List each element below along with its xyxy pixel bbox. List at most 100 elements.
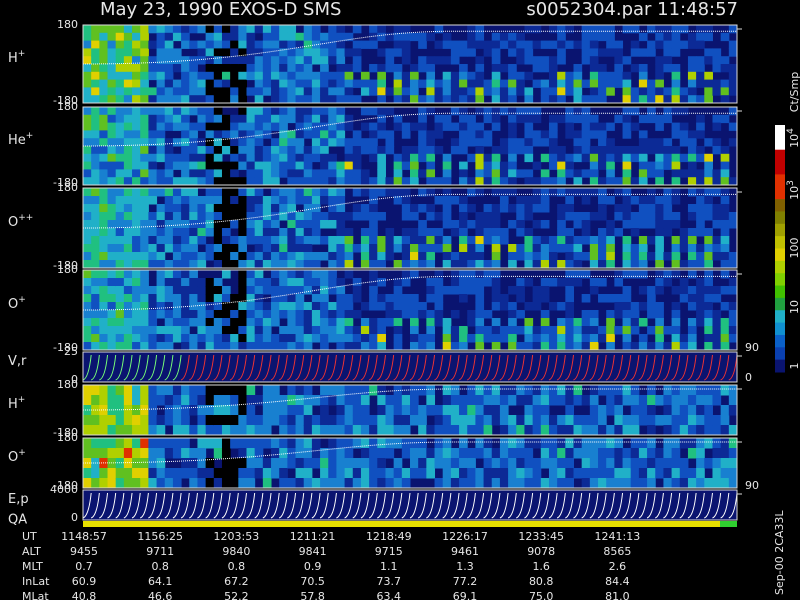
cell: [459, 146, 468, 155]
cell: [410, 244, 419, 253]
cell: [532, 161, 542, 170]
cell: [442, 252, 452, 261]
cell: [450, 146, 460, 155]
cell: [475, 220, 485, 229]
cell: [475, 468, 485, 479]
trace: [156, 492, 166, 519]
cell: [221, 405, 231, 416]
cell: 64.1: [148, 575, 173, 588]
cell: [491, 95, 501, 104]
cell: [475, 342, 485, 351]
cell: [213, 32, 223, 42]
cell: [524, 87, 534, 96]
cell: [328, 71, 337, 81]
cell: [148, 138, 158, 147]
cell: [262, 122, 272, 131]
cell: [647, 79, 656, 88]
cell: [132, 252, 141, 261]
cell: [401, 95, 411, 104]
cell: [189, 64, 198, 73]
cell: [491, 71, 501, 81]
cell: [696, 252, 705, 261]
cell: [369, 270, 378, 279]
cell: [172, 415, 182, 426]
cell: [589, 130, 599, 139]
trace: [107, 354, 117, 381]
cell: [360, 71, 370, 81]
trace: [687, 354, 697, 381]
cell: [401, 40, 411, 49]
cell: [638, 161, 648, 170]
cell: [107, 25, 117, 34]
cell: [295, 438, 305, 449]
cell: [459, 270, 468, 279]
cell: [548, 87, 558, 96]
cell: [115, 196, 125, 205]
cell: [246, 196, 256, 205]
cell: [262, 236, 272, 245]
cell: [434, 478, 444, 489]
cell: [696, 286, 705, 295]
cell: [638, 334, 648, 343]
cell: [287, 64, 297, 73]
cell: [663, 212, 673, 221]
gap: [213, 204, 223, 213]
cell: [246, 425, 256, 436]
cell: [450, 260, 460, 269]
cell: [459, 48, 468, 57]
cell: [115, 385, 125, 396]
cell: [499, 395, 509, 406]
cell: [107, 326, 117, 335]
cell: [181, 318, 190, 327]
cell: [181, 415, 190, 426]
cell: [524, 146, 534, 155]
cell: [524, 95, 534, 104]
trace: [131, 492, 141, 519]
cell: [320, 79, 329, 88]
cell: [638, 458, 648, 469]
cell: [565, 334, 574, 343]
cell: [336, 385, 346, 396]
cell: [287, 71, 297, 81]
cell: [598, 188, 607, 197]
cell: [679, 458, 689, 469]
cell: [328, 188, 337, 197]
cell: [532, 204, 542, 213]
cell: [156, 228, 166, 237]
cell: [336, 130, 346, 139]
panel-label-sup: ++: [18, 213, 33, 223]
cell: [516, 458, 525, 469]
cell: [132, 236, 141, 245]
cell: [254, 220, 264, 229]
cell: [123, 458, 133, 469]
cell: [679, 228, 689, 237]
cell: [156, 138, 166, 147]
gap: [221, 468, 231, 479]
cell: [172, 294, 182, 303]
cell: [369, 204, 378, 213]
panel-label-base: V,r: [8, 354, 27, 369]
cell: [246, 107, 256, 116]
cell: [712, 146, 722, 155]
cell: [516, 114, 525, 124]
cell: [459, 87, 468, 96]
cell: [295, 32, 305, 42]
cell: [598, 71, 607, 81]
cell: [83, 286, 92, 295]
trace: [507, 354, 517, 381]
cell: [655, 196, 664, 205]
cell: [287, 153, 297, 163]
cell: [295, 458, 305, 469]
cell: [246, 130, 256, 139]
cell: [115, 56, 125, 65]
gap: [205, 161, 215, 170]
cell: [107, 244, 117, 253]
cell: [132, 161, 141, 170]
cell: [336, 220, 346, 229]
cell: [148, 342, 158, 351]
cell: [246, 114, 256, 124]
cell: [262, 196, 272, 205]
cell: [336, 64, 346, 73]
cell: [655, 342, 664, 351]
cell: [287, 385, 297, 396]
